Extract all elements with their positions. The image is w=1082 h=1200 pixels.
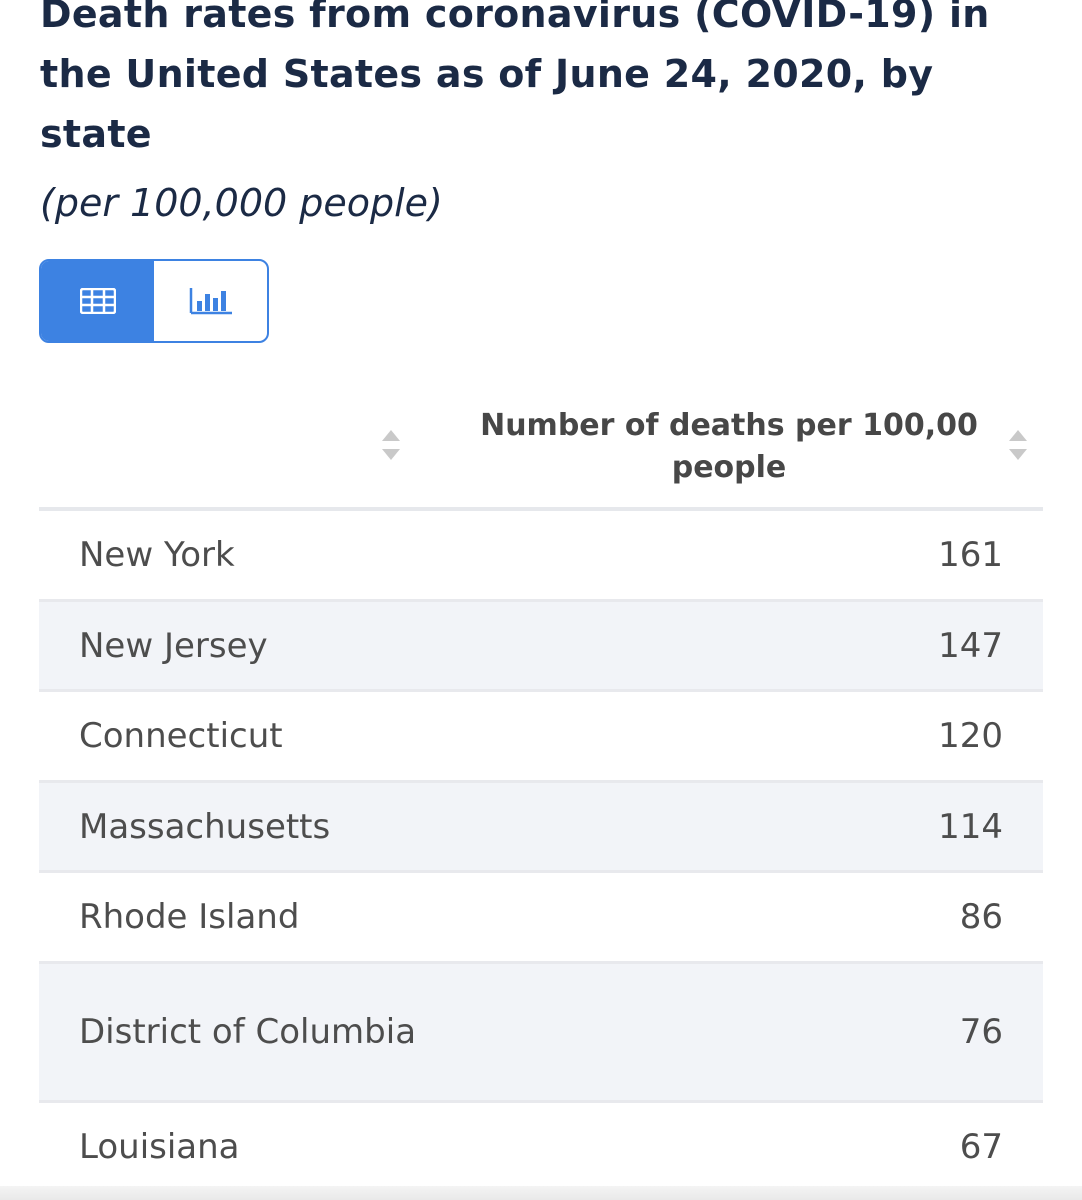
sort-state-icon[interactable] bbox=[380, 428, 402, 462]
header-divider bbox=[39, 507, 1043, 511]
table-row: Massachusetts 114 bbox=[39, 783, 1043, 873]
cell-value: 147 bbox=[938, 625, 1003, 666]
cell-state: New Jersey bbox=[79, 625, 268, 666]
cell-value: 120 bbox=[938, 716, 1003, 756]
cell-state: District of Columbia bbox=[79, 1012, 417, 1052]
table-row: New York 161 bbox=[39, 511, 1043, 602]
cell-value: 76 bbox=[959, 1012, 1003, 1052]
table-header: Number of deaths per 100,00 people bbox=[39, 395, 1043, 507]
bottom-edge bbox=[0, 1186, 1082, 1200]
cell-value: 114 bbox=[938, 806, 1003, 847]
table-icon bbox=[79, 288, 116, 314]
table-row: Connecticut 120 bbox=[39, 692, 1043, 783]
chart-view-button[interactable] bbox=[154, 261, 267, 341]
bar-chart-icon bbox=[189, 288, 232, 315]
cell-state: New York bbox=[79, 535, 235, 575]
column-header-deaths[interactable]: Number of deaths per 100,00 people bbox=[480, 408, 978, 485]
table-row: Rhode Island 86 bbox=[39, 873, 1043, 964]
sort-deaths-icon[interactable] bbox=[1007, 428, 1029, 462]
cell-state: Louisiana bbox=[79, 1126, 240, 1167]
view-toggle bbox=[39, 259, 269, 343]
table-body: New York 161 New Jersey 147 Connecticut … bbox=[39, 511, 1043, 1193]
table-row: Louisiana 67 bbox=[39, 1103, 1043, 1193]
cell-state: Connecticut bbox=[79, 716, 283, 756]
table-view-button[interactable] bbox=[41, 261, 154, 341]
cell-state: Rhode Island bbox=[79, 897, 300, 937]
cell-value: 86 bbox=[959, 897, 1003, 937]
cell-value: 161 bbox=[938, 535, 1003, 575]
cell-value: 67 bbox=[959, 1126, 1003, 1167]
page-title: Death rates from coronavirus (COVID-19) … bbox=[40, 0, 990, 156]
page-subtitle: (per 100,000 people) bbox=[40, 181, 443, 225]
table-row: District of Columbia 76 bbox=[39, 964, 1043, 1103]
table-row: New Jersey 147 bbox=[39, 602, 1043, 692]
cell-state: Massachusetts bbox=[79, 806, 331, 847]
